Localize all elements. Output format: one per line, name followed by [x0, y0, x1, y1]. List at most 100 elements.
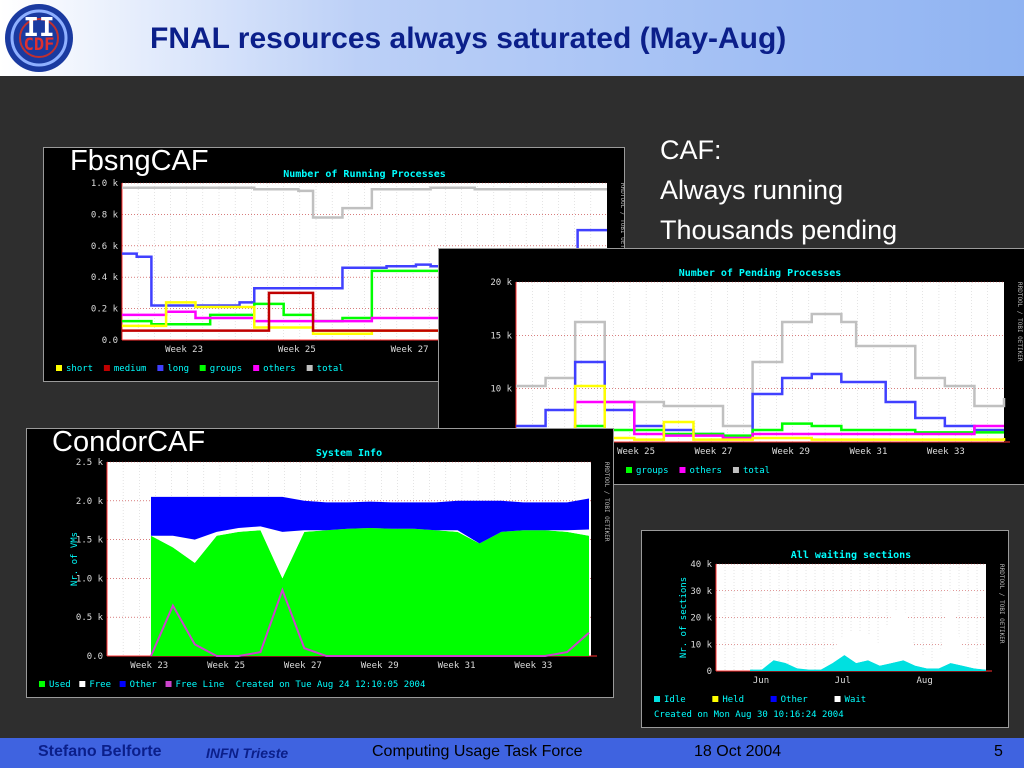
x-tick-label: Week 29	[361, 661, 399, 671]
created-timestamp: Created on Tue Aug 24 12:10:05 2004	[236, 680, 426, 690]
legend-swatch	[157, 365, 164, 371]
legend-entry: Idle	[664, 695, 686, 705]
footer-page: 5	[994, 743, 1003, 760]
legend-swatch	[626, 467, 632, 473]
logo-numeral: II	[23, 13, 54, 43]
legend-entry: total	[743, 466, 770, 476]
x-tick-label: Week 33	[927, 447, 965, 457]
x-tick-label: Week 29	[772, 447, 810, 457]
y-tick-label: 2.0 k	[76, 497, 104, 507]
x-tick-label: Week 31	[849, 447, 887, 457]
legend-swatch	[732, 467, 739, 473]
legend-entry: short	[66, 364, 93, 374]
x-tick-label: Week 27	[391, 345, 429, 355]
y-tick-label: 1.0 k	[76, 574, 104, 584]
legend-swatch	[119, 681, 126, 687]
slide-title: FNAL resources always saturated (May-Aug…	[150, 22, 787, 55]
y-tick-label: 0.8 k	[91, 210, 119, 220]
legend-entry: Used	[49, 680, 71, 690]
footer-event: Computing Usage Task Force	[372, 743, 583, 760]
footer-author: Stefano Belforte	[38, 743, 162, 760]
y-tick-label: 0.5 k	[76, 613, 104, 623]
x-tick-label: Week 25	[278, 345, 316, 355]
caf-heading: CAF:	[660, 135, 722, 165]
y-tick-label: 20 k	[490, 278, 512, 288]
legend-entry: others	[689, 466, 722, 476]
y-tick-label: 0.2 k	[91, 305, 119, 315]
legend-entry: groups	[636, 466, 669, 476]
footer-date: 18 Oct 2004	[694, 743, 782, 760]
legend-swatch	[56, 365, 62, 371]
series-line-total	[516, 312, 1006, 428]
series-area-wait	[750, 588, 986, 670]
rrdtool-credit: RRDTOOL / TOBI OETIKER	[998, 564, 1005, 644]
y-tick-label: 1.0 k	[91, 179, 119, 189]
x-tick-label: Jul	[835, 676, 851, 686]
legend-entry: others	[263, 364, 296, 374]
y-tick-label: 2.5 k	[76, 458, 104, 468]
rrdtool-credit: RRDTOOL / TOBI OETIKER	[603, 462, 610, 542]
legend-swatch	[679, 467, 686, 473]
chart-title: Number of Pending Processes	[679, 267, 842, 279]
legend-swatch	[79, 681, 86, 687]
x-tick-label: Jun	[753, 676, 769, 686]
rrdtool-credit: RRDTOOL / TOBI OETIKER	[619, 183, 624, 263]
chart-title: Number of Running Processes	[283, 168, 446, 180]
rrdtool-credit: RRDTOOL / TOBI OETIKER	[1016, 282, 1023, 362]
y-axis-label: Nr. of VMs	[70, 532, 80, 586]
y-tick-label: 0.0	[102, 336, 118, 346]
legend-entry: Free	[89, 680, 111, 690]
chart-title: All waiting sections	[791, 549, 911, 561]
legend-entry: medium	[114, 364, 147, 374]
x-tick-label: Week 33	[514, 661, 552, 671]
slide-header: II CDF FNAL resources always saturated (…	[0, 0, 1024, 76]
chart-title: System Info	[316, 448, 382, 459]
x-tick-label: Week 25	[207, 661, 245, 671]
x-tick-label: Week 31	[438, 661, 476, 671]
series-line-total	[122, 186, 607, 219]
waiting-sections-chart: 40 k 30 k 20 k 10 k 0 Jun Jul Aug All waiting se…	[641, 530, 1009, 728]
legend-swatch	[834, 696, 841, 702]
legend-swatch	[253, 365, 260, 371]
legend-entry: Other	[130, 680, 158, 690]
legend-swatch	[306, 365, 313, 371]
x-tick-label: Aug	[917, 676, 933, 686]
footer-affiliation: INFN Trieste	[206, 745, 289, 761]
legend-entry: long	[167, 364, 189, 374]
y-tick-label: 0.0	[87, 652, 103, 662]
series-area-used	[151, 527, 589, 656]
series-area-other	[151, 496, 589, 544]
slide-footer: Stefano Belforte INFN Trieste Computing …	[0, 738, 1024, 768]
series-area-idle	[750, 654, 986, 671]
legend-entry: Other	[781, 695, 809, 705]
legend-entry: Held	[722, 695, 744, 705]
x-tick-label: Week 25	[617, 447, 655, 457]
y-tick-label: 40 k	[690, 560, 712, 570]
legend-swatch	[165, 681, 172, 687]
y-tick-label: 0.6 k	[91, 242, 119, 252]
y-tick-label: 30 k	[690, 587, 712, 597]
legend-swatch	[39, 681, 45, 687]
legend-swatch	[712, 696, 719, 702]
legend-entry: Wait	[845, 695, 867, 705]
series-line-others	[516, 400, 1004, 440]
series-line-free-line	[150, 587, 590, 657]
y-tick-label: 0.4 k	[91, 273, 119, 283]
legend-entry: groups	[210, 364, 243, 374]
x-tick-label: Week 23	[130, 661, 168, 671]
caf-note: CAF: Always running Thousands pending	[660, 130, 897, 250]
y-tick-label: 1.5 k	[76, 536, 104, 546]
legend-swatch	[199, 365, 206, 371]
legend-swatch	[770, 696, 777, 702]
legend-swatch	[103, 365, 110, 371]
condor-caf-label: CondorCAF	[52, 426, 206, 458]
waiting-sections-plot: 40 k 30 k 20 k 10 k 0 Jun Jul Aug All waiting se…	[654, 549, 1005, 720]
y-tick-label: 15 k	[490, 331, 512, 341]
x-tick-label: Week 23	[165, 345, 203, 355]
logo-text: CDF	[24, 35, 55, 55]
system-info-chart: 2.5 k 2.0 k 1.5 k 1.0 k 0.5 k 0.0 Week 23 Week …	[26, 428, 614, 698]
running-processes-plot: 1.0 k 0.8 k 0.6 k 0.4 k 0.2 k 0.0 Week 23 Week …	[56, 168, 624, 374]
fbsng-caf-label: FbsngCAF	[70, 145, 209, 177]
y-tick-label: 10 k	[490, 385, 512, 395]
